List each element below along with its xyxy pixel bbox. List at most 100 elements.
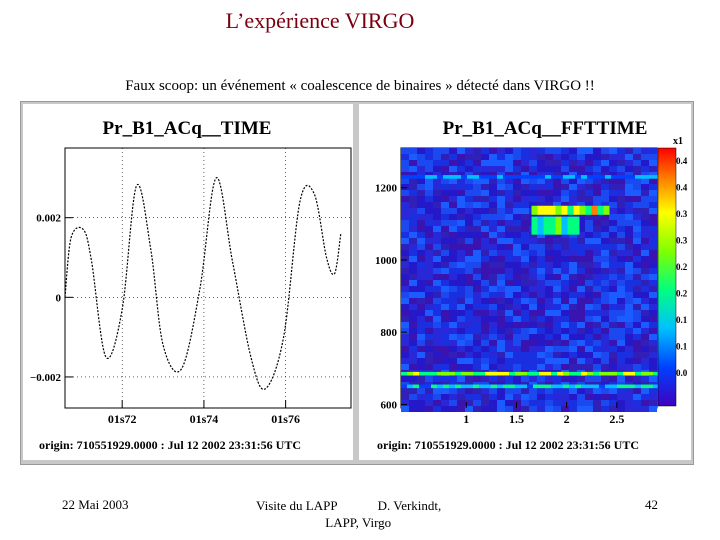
heatmap-cell xyxy=(457,316,465,322)
heatmap-cell xyxy=(489,196,497,202)
color-scale-label: 0.1 xyxy=(676,342,688,352)
heatmap-cell xyxy=(449,226,457,232)
heatmap-cell xyxy=(529,328,537,334)
heatmap-cell xyxy=(633,376,641,382)
heatmap-cell xyxy=(593,274,601,280)
heatmap-cell xyxy=(585,190,593,196)
heatmap-cell xyxy=(641,250,649,256)
heatmap-feature-cell xyxy=(629,371,635,376)
heatmap-cell xyxy=(473,160,481,166)
heatmap-cell xyxy=(569,166,577,172)
heatmap-cell xyxy=(609,190,617,196)
heatmap-cell xyxy=(609,292,617,298)
heatmap-cell xyxy=(609,286,617,292)
heatmap-cell xyxy=(569,268,577,274)
heatmap-cell xyxy=(465,340,473,346)
heatmap-cell xyxy=(481,376,489,382)
heatmap-cell xyxy=(641,220,649,226)
heatmap-cell xyxy=(521,220,529,226)
heatmap-cell xyxy=(561,310,569,316)
heatmap-cell xyxy=(441,148,449,154)
heatmap-feature-cell xyxy=(605,384,611,389)
heatmap-cell xyxy=(593,262,601,268)
heatmap-cell xyxy=(545,388,553,394)
heatmap-cell xyxy=(505,226,513,232)
heatmap-cell xyxy=(433,250,441,256)
heatmap-cell xyxy=(553,148,561,154)
heatmap-cell xyxy=(585,328,593,334)
heatmap-cell xyxy=(633,196,641,202)
heatmap-cell xyxy=(489,388,497,394)
heatmap-cell xyxy=(521,160,529,166)
heatmap-cell xyxy=(585,238,593,244)
heatmap-cell xyxy=(505,232,513,238)
heatmap-cell xyxy=(633,172,641,178)
heatmap-cell xyxy=(617,388,625,394)
heatmap-cell xyxy=(649,166,657,172)
heatmap-feature-cell xyxy=(533,384,539,389)
heatmap-cell xyxy=(497,262,505,268)
heatmap-feature-cell xyxy=(473,175,479,179)
heatmap-cell xyxy=(473,232,481,238)
heatmap-cell xyxy=(617,208,625,214)
heatmap-cell xyxy=(489,286,497,292)
heatmap-cell xyxy=(521,190,529,196)
heatmap-cell xyxy=(409,166,417,172)
heatmap-cell xyxy=(465,196,473,202)
heatmap-cell xyxy=(593,154,601,160)
heatmap-cell xyxy=(497,244,505,250)
heatmap-cell xyxy=(465,160,473,166)
heatmap-cell xyxy=(553,292,561,298)
heatmap-cell xyxy=(585,250,593,256)
heatmap-cell xyxy=(625,244,633,250)
heatmap-cell xyxy=(457,364,465,370)
heatmap-cell xyxy=(545,400,553,406)
heatmap-cell xyxy=(537,358,545,364)
heatmap-cell xyxy=(529,202,537,208)
heatmap-cell xyxy=(593,406,601,412)
heatmap-cell xyxy=(641,358,649,364)
heatmap-cell xyxy=(601,286,609,292)
heatmap-cell xyxy=(625,340,633,346)
heatmap-cell xyxy=(505,262,513,268)
heatmap-cell xyxy=(433,316,441,322)
heatmap-cell xyxy=(641,202,649,208)
heatmap-cell xyxy=(417,346,425,352)
heatmap-cell xyxy=(537,292,545,298)
heatmap-cell xyxy=(633,268,641,274)
heatmap-cell xyxy=(433,292,441,298)
heatmap-feature-cell xyxy=(647,384,653,389)
heatmap-feature-cell xyxy=(585,205,592,215)
heatmap-cell xyxy=(441,256,449,262)
heatmap-cell xyxy=(513,388,521,394)
heatmap-cell xyxy=(417,364,425,370)
heatmap-cell xyxy=(625,250,633,256)
heatmap-cell xyxy=(593,316,601,322)
heatmap-feature-cell xyxy=(437,175,443,179)
heatmap-cell xyxy=(537,280,545,286)
heatmap-cell xyxy=(481,346,489,352)
heatmap-cell xyxy=(473,280,481,286)
heatmap-cell xyxy=(481,232,489,238)
heatmap-cell xyxy=(521,250,529,256)
heatmap-cell xyxy=(633,220,641,226)
heatmap-cell xyxy=(417,196,425,202)
time-x-tick-label: 01s76 xyxy=(271,412,300,426)
heatmap-cell xyxy=(585,316,593,322)
heatmap-cell xyxy=(433,298,441,304)
heatmap-cell xyxy=(561,400,569,406)
heatmap-cell xyxy=(529,340,537,346)
heatmap-cell xyxy=(649,322,657,328)
heatmap-cell xyxy=(417,376,425,382)
heatmap-cell xyxy=(417,400,425,406)
heatmap-cell xyxy=(409,400,417,406)
heatmap-cell xyxy=(649,340,657,346)
heatmap-cell xyxy=(577,178,585,184)
heatmap-cell xyxy=(561,166,569,172)
heatmap-cell xyxy=(529,190,537,196)
heatmap-cell xyxy=(441,172,449,178)
heatmap-cell xyxy=(409,256,417,262)
heatmap-cell xyxy=(585,166,593,172)
heatmap-cell xyxy=(569,328,577,334)
